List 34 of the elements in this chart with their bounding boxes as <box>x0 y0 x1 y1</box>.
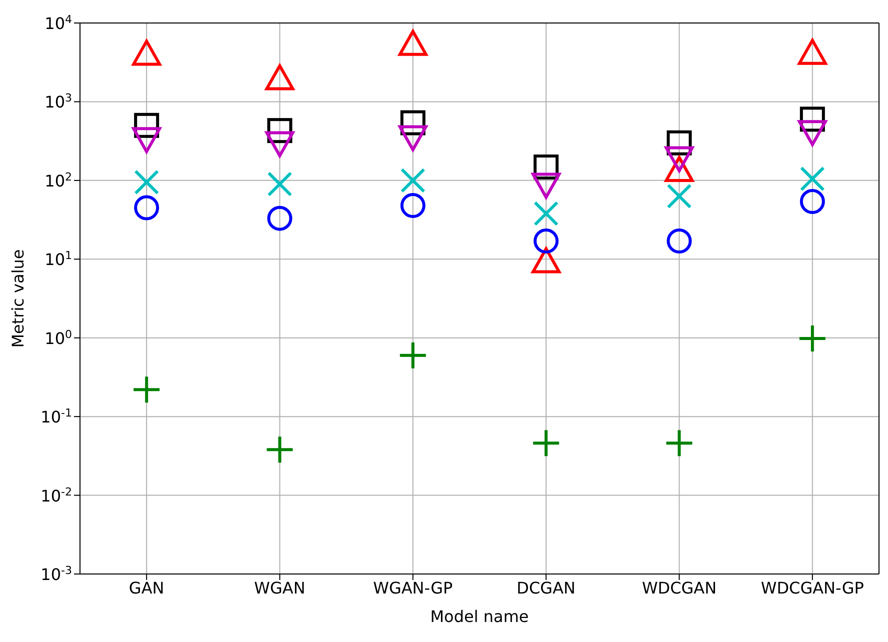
point <box>400 193 426 218</box>
y-tick-label: 10$^{4}$ <box>44 12 72 33</box>
y-tick-label: 10$^{-2}$ <box>40 484 72 506</box>
point <box>534 228 559 254</box>
point <box>267 172 292 197</box>
x-tick-label: GAN <box>128 578 164 598</box>
point <box>134 376 160 403</box>
point <box>666 430 692 456</box>
point <box>267 206 292 231</box>
point <box>400 168 426 193</box>
point <box>266 436 293 463</box>
y-tick-label: 10$^{0}$ <box>44 327 72 348</box>
point <box>534 201 559 226</box>
x-tick-label: WGAN-GP <box>373 578 454 598</box>
point <box>800 188 825 214</box>
point <box>799 326 826 352</box>
point <box>533 430 560 456</box>
point <box>400 342 426 368</box>
x-tick-label: WGAN <box>254 578 306 598</box>
point <box>134 170 160 195</box>
point <box>666 228 692 254</box>
point <box>800 166 825 192</box>
x-tick-label: WDCGAN-GP <box>760 578 864 598</box>
x-axis-title: Model name <box>430 607 529 626</box>
y-tick-label: 10$^{1}$ <box>44 248 72 270</box>
point <box>134 195 160 220</box>
x-tick-label: DCGAN <box>516 578 576 598</box>
y-tick-label: 10$^{-3}$ <box>40 564 72 584</box>
x-tick-label: WDCGAN <box>642 578 717 598</box>
point <box>666 184 692 209</box>
y-tick-label: 10$^{3}$ <box>44 91 72 112</box>
y-tick-label: 10$^{-1}$ <box>40 406 72 427</box>
y-tick-label: 10$^{2}$ <box>44 170 72 190</box>
y-axis-title: Metric value <box>8 249 28 348</box>
